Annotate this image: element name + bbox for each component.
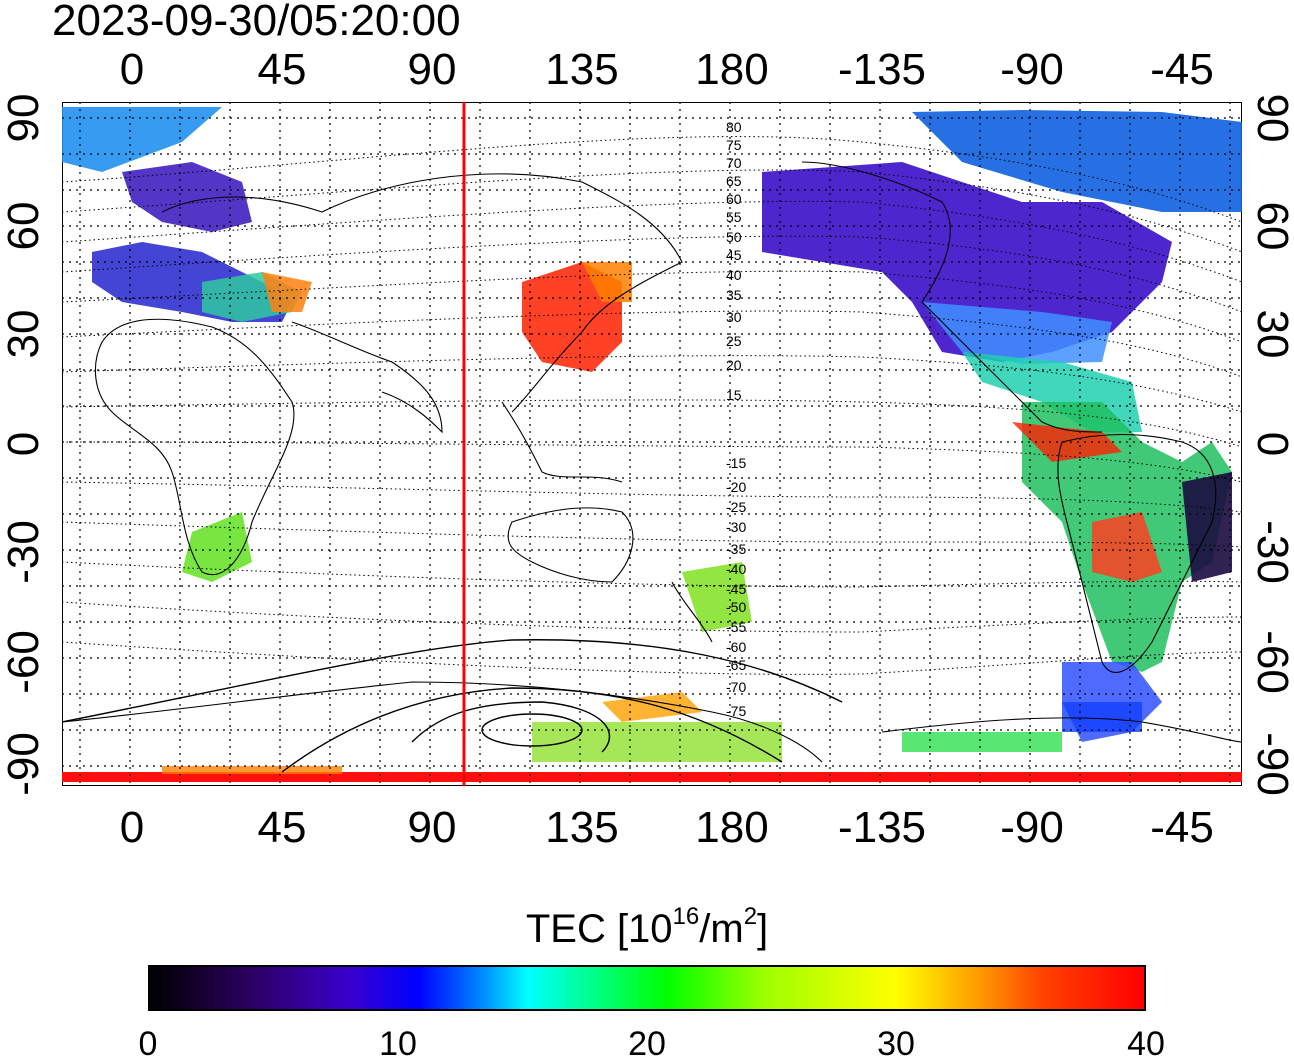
- contour-label: 25: [726, 333, 742, 349]
- colorbar-tick: 10: [379, 1025, 417, 1063]
- contour-label: 65: [726, 173, 742, 189]
- contour-label: -30: [726, 519, 746, 535]
- bottom-lon-tick: 135: [545, 803, 619, 852]
- contour-label: -55: [726, 619, 746, 635]
- bottom-lon-tick: -135: [837, 803, 927, 852]
- colorbar-tick: 0: [138, 1025, 158, 1063]
- contour-label: -35: [726, 541, 746, 557]
- coastlines: [61, 161, 1243, 763]
- colorbar-tick: 40: [1127, 1025, 1165, 1063]
- contour-label: -50: [726, 599, 746, 615]
- bottom-lon-tick: 45: [257, 803, 307, 852]
- tec-map: 80 75 70 65 60 55 50 45 40 35 30 25 20 1…: [61, 101, 1243, 787]
- contour-label: -60: [726, 639, 746, 655]
- top-lon-tick: 180: [695, 45, 769, 94]
- right-lat-tick: -90: [1248, 732, 1294, 796]
- contour-label: 45: [726, 247, 742, 263]
- colorbar-tick: 30: [877, 1025, 915, 1063]
- graticule: [62, 102, 1242, 786]
- bottom-lon-tick: -45: [1150, 803, 1214, 852]
- contour-label: 75: [726, 137, 742, 153]
- top-lon-tick: 135: [545, 45, 619, 94]
- contour-label: -65: [726, 657, 746, 673]
- tec-colorbar: [148, 965, 1146, 1011]
- top-lon-tick: 0: [119, 45, 145, 94]
- bottom-lon-tick: 0: [119, 803, 145, 852]
- contour-label: -75: [726, 703, 746, 719]
- colorbar-tick: 20: [628, 1025, 666, 1063]
- map-timestamp: 2023-09-30/05:20:00: [52, 0, 461, 45]
- contour-label: 40: [726, 267, 742, 283]
- bottom-lon-tick: 180: [695, 803, 769, 852]
- contour-label: 55: [726, 209, 742, 225]
- contour-label: 35: [726, 287, 742, 303]
- contour-label: 30: [726, 309, 742, 325]
- colorbar-title: TEC [1016/m2]: [525, 903, 769, 952]
- bottom-lon-tick: 90: [407, 803, 457, 852]
- magnetic-latitude-contours: [61, 136, 1243, 675]
- top-lon-tick: -45: [1150, 45, 1214, 94]
- contour-label: -15: [726, 455, 746, 471]
- contour-labels: 80 75 70 65 60 55 50 45 40 35 30 25 20 1…: [726, 119, 746, 719]
- contour-label: 70: [726, 155, 742, 171]
- top-lon-tick: -90: [1000, 45, 1064, 94]
- contour-label: -20: [726, 479, 746, 495]
- tec-map-svg: 80 75 70 65 60 55 50 45 40 35 30 25 20 1…: [61, 101, 1243, 787]
- top-lon-tick: 45: [257, 45, 307, 94]
- contour-label: -70: [726, 679, 746, 695]
- contour-label: 20: [726, 357, 742, 373]
- contour-label: -45: [726, 581, 746, 597]
- contour-label: 60: [726, 191, 742, 207]
- left-lat-tick: -90: [0, 732, 48, 796]
- contour-label: 15: [726, 387, 742, 403]
- bottom-lon-tick: -90: [1000, 803, 1064, 852]
- contour-label: -25: [726, 499, 746, 515]
- top-lon-tick: -135: [837, 45, 927, 94]
- contour-label: 50: [726, 229, 742, 245]
- top-lon-tick: 90: [407, 45, 457, 94]
- south-pole-contours: [61, 639, 843, 773]
- contour-label: -40: [726, 561, 746, 577]
- contour-label: 80: [726, 119, 742, 135]
